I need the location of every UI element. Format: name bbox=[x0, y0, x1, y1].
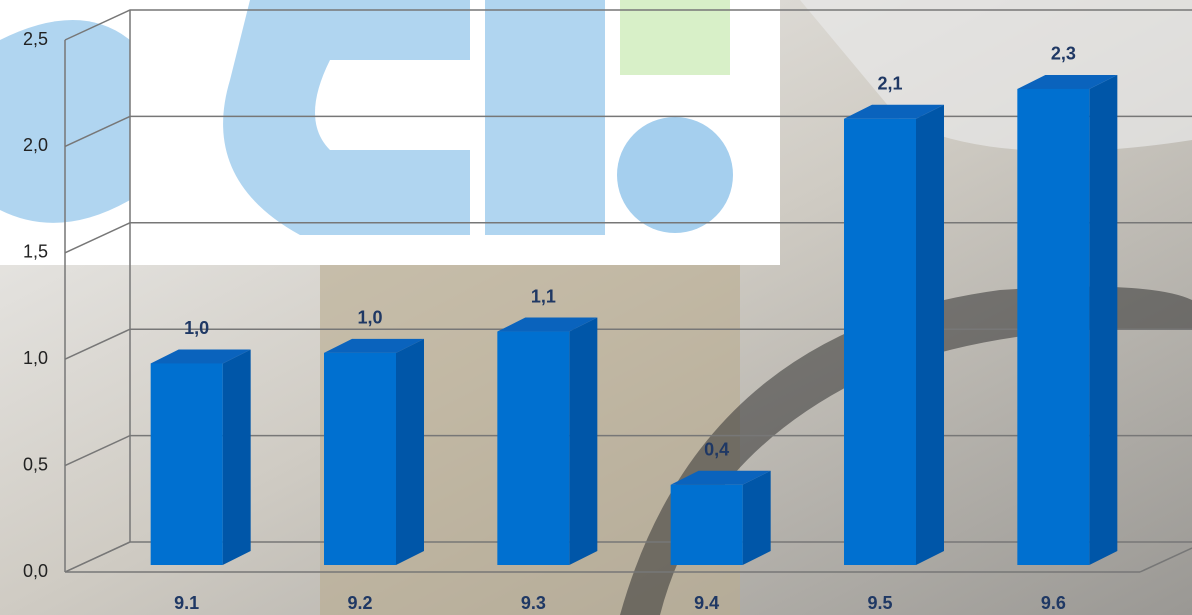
value-label: 2,3 bbox=[1051, 44, 1076, 64]
bar bbox=[1017, 74, 1118, 565]
bar-side bbox=[742, 470, 771, 565]
bar-front bbox=[150, 363, 223, 565]
value-label: 2,1 bbox=[877, 73, 902, 93]
bar-front bbox=[1017, 88, 1090, 565]
bar-top bbox=[844, 104, 944, 119]
bar-side bbox=[569, 317, 598, 565]
grid-line bbox=[64, 115, 1192, 148]
x-tick-label: 9.2 bbox=[347, 593, 372, 613]
value-label: 1,1 bbox=[531, 286, 556, 306]
y-tick-label: 0,5 bbox=[23, 454, 48, 474]
bar-side bbox=[916, 104, 944, 566]
bar-top bbox=[324, 338, 424, 353]
x-tick-label: 9.3 bbox=[521, 593, 546, 613]
value-label: 1,0 bbox=[357, 308, 382, 328]
bar-top bbox=[497, 317, 598, 332]
x-tick-label: 9.6 bbox=[1041, 593, 1066, 613]
bar-front bbox=[844, 118, 916, 566]
bar-side bbox=[1089, 74, 1118, 565]
grid-line bbox=[64, 541, 1192, 573]
bar bbox=[670, 470, 771, 565]
bar bbox=[150, 349, 251, 565]
x-tick-label: 9.1 bbox=[174, 593, 199, 613]
bar bbox=[497, 317, 598, 565]
floor-right bbox=[1139, 547, 1192, 573]
y-tick-label: 0,0 bbox=[23, 561, 48, 581]
x-tick-label: 9.4 bbox=[694, 593, 719, 613]
grid-line bbox=[64, 222, 1192, 254]
y-tick-label: 1,0 bbox=[23, 348, 48, 368]
value-label: 1,0 bbox=[184, 318, 209, 338]
bar-top bbox=[1017, 74, 1118, 89]
bar bbox=[844, 104, 944, 566]
bar-front bbox=[324, 352, 396, 565]
y-tick-label: 2,0 bbox=[23, 135, 48, 155]
bar bbox=[324, 338, 424, 565]
bar-top bbox=[670, 470, 771, 485]
bar-side bbox=[396, 338, 424, 565]
grid-line bbox=[64, 328, 1192, 360]
x-tick-label: 9.5 bbox=[867, 593, 892, 613]
axes bbox=[64, 10, 1192, 573]
bar-top bbox=[150, 349, 251, 364]
bar-front bbox=[670, 484, 743, 565]
y-tick-label: 1,5 bbox=[23, 242, 48, 262]
y-tick-label: 2,5 bbox=[23, 29, 48, 49]
value-label: 0,4 bbox=[704, 440, 729, 460]
bar-side bbox=[222, 349, 251, 565]
grid-line bbox=[64, 9, 1192, 41]
bar-front bbox=[497, 331, 570, 565]
grid-line bbox=[64, 434, 1192, 467]
